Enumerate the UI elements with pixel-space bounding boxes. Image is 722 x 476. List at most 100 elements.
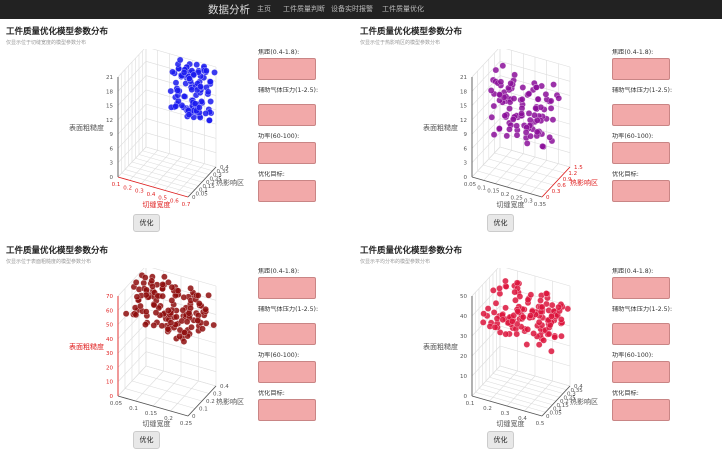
y-tick-label: 0 <box>192 195 196 201</box>
scatter-point <box>551 333 558 341</box>
scatter-point <box>523 140 531 147</box>
scatter-point <box>499 62 507 70</box>
panel-title: 工件质量优化模型参数分布 <box>6 27 109 37</box>
focal-length-label: 焦距(0.4-1.8): <box>258 49 300 56</box>
scatter-point <box>506 126 513 133</box>
z-tick-label: 6 <box>110 146 114 152</box>
target-input[interactable] <box>612 399 670 421</box>
z-tick-label: 0 <box>464 394 468 400</box>
focal-length-input[interactable] <box>258 58 316 80</box>
nav-item-home[interactable]: 主页 <box>257 5 271 13</box>
focal-length-input[interactable] <box>612 58 670 80</box>
scatter-point <box>512 297 519 304</box>
y-tick-label: 0.1 <box>199 407 208 413</box>
optimize-button[interactable]: 优化 <box>487 214 514 232</box>
power-input[interactable] <box>612 142 670 164</box>
power-input[interactable] <box>258 142 316 164</box>
scatter-point <box>174 287 182 295</box>
power-input[interactable] <box>612 361 670 383</box>
x-tick-label: 0.4 <box>147 192 156 198</box>
optimize-button[interactable]: 优化 <box>487 431 514 449</box>
scatter-point <box>211 69 218 76</box>
z-tick-label: 60 <box>106 308 113 314</box>
z-tick-label: 30 <box>106 351 113 357</box>
scatter-point <box>196 104 203 111</box>
gas-pressure-input[interactable] <box>258 104 316 126</box>
z-tick-label: 40 <box>106 337 113 343</box>
power-input[interactable] <box>258 361 316 383</box>
z-tick-label: 6 <box>464 146 468 152</box>
z-axis-title: 表面粗糙度 <box>69 342 104 351</box>
z-tick-label: 0 <box>110 394 114 400</box>
scatter-point <box>180 294 188 301</box>
gas-pressure-input[interactable] <box>612 323 670 345</box>
optimize-button[interactable]: 优化 <box>133 214 160 232</box>
scatter3d-plot[interactable]: 0.10.20.30.40.500.050.10.150.20.250.30.3… <box>354 268 599 440</box>
scatter-point <box>194 317 202 324</box>
scatter-point <box>180 93 188 100</box>
scatter-point <box>518 110 525 117</box>
scatter-point <box>530 330 537 337</box>
y-tick-label: 0.35 <box>217 169 230 175</box>
scatter-point <box>533 117 541 124</box>
nav-item-quality-optimization[interactable]: 工件质量优化 <box>382 5 424 13</box>
focal-length-input[interactable] <box>612 277 670 299</box>
scatter3d-plot[interactable]: 0.10.20.30.40.50.60.700.050.10.150.20.25… <box>0 49 245 221</box>
x-tick-label: 0.6 <box>170 199 179 205</box>
scatter-point <box>169 68 176 76</box>
nav-item-quality-judgement[interactable]: 工件质量判断 <box>283 5 325 13</box>
target-input[interactable] <box>258 399 316 421</box>
panel-title: 工件质量优化模型参数分布 <box>6 246 109 256</box>
optimize-button[interactable]: 优化 <box>133 431 160 449</box>
scatter-point <box>555 303 562 311</box>
panel-subtitle: 仅显示位于表面粗糙度的模型参数分布 <box>6 259 92 265</box>
scatter-point <box>202 110 209 117</box>
scatter-point <box>534 95 542 103</box>
scatter-point <box>513 122 520 130</box>
z-tick-label: 0 <box>110 175 114 181</box>
x-tick-label: 0.1 <box>477 185 486 191</box>
x-axis <box>471 395 543 417</box>
scatter-point <box>546 134 553 141</box>
scatter-point <box>164 325 172 333</box>
x-tick-label: 0.35 <box>534 202 547 208</box>
scatter3d-plot[interactable]: 0.050.10.150.20.250.30.3500.30.60.91.21.… <box>354 49 599 221</box>
scatter-point <box>492 66 500 74</box>
nav-item-realtime-alarm[interactable]: 设备实时报警 <box>331 5 373 13</box>
z-tick-label: 15 <box>460 104 467 110</box>
focal-length-input[interactable] <box>258 277 316 299</box>
x-tick-label: 0.3 <box>135 189 144 195</box>
power-label: 功率(60-100): <box>612 352 654 359</box>
gas-pressure-input[interactable] <box>258 323 316 345</box>
scatter-point <box>180 338 188 345</box>
x-tick-label: 0.15 <box>487 189 500 195</box>
scatter-point <box>132 311 140 319</box>
scatter-point <box>137 302 144 310</box>
x-tick-label: 0.5 <box>158 195 167 201</box>
y-tick-label: 1.2 <box>568 171 577 177</box>
optimization-form: 焦距(0.4-1.8): 辅助气体压力(1-2.5): 功率(60-100): … <box>258 49 320 209</box>
nav-brand[interactable]: 数据分析 <box>208 4 250 16</box>
target-input[interactable] <box>612 180 670 202</box>
y-axis <box>541 166 571 198</box>
scatter-point <box>492 300 500 307</box>
scatter-point <box>199 325 206 333</box>
scatter-point <box>188 323 195 331</box>
y-axis-title: 热影响区 <box>570 178 598 187</box>
scatter-point <box>183 318 191 326</box>
scatter-point <box>503 132 511 140</box>
scatter-point <box>148 277 155 285</box>
focal-length-label: 焦距(0.4-1.8): <box>612 268 654 275</box>
scatter3d-plot[interactable]: 0.050.10.150.20.2500.10.20.30.4010203040… <box>0 268 245 440</box>
scatter-point <box>176 56 184 64</box>
y-tick-label: 0 <box>546 414 550 420</box>
scatter-point <box>167 319 175 326</box>
gas-pressure-input[interactable] <box>612 104 670 126</box>
scatter-point <box>542 91 550 98</box>
scatter-point <box>193 61 200 68</box>
x-tick-label: 0.05 <box>110 401 123 407</box>
scatter-point <box>152 309 160 316</box>
z-tick-label: 3 <box>464 161 468 167</box>
target-input[interactable] <box>258 180 316 202</box>
scatter-point <box>514 308 522 315</box>
